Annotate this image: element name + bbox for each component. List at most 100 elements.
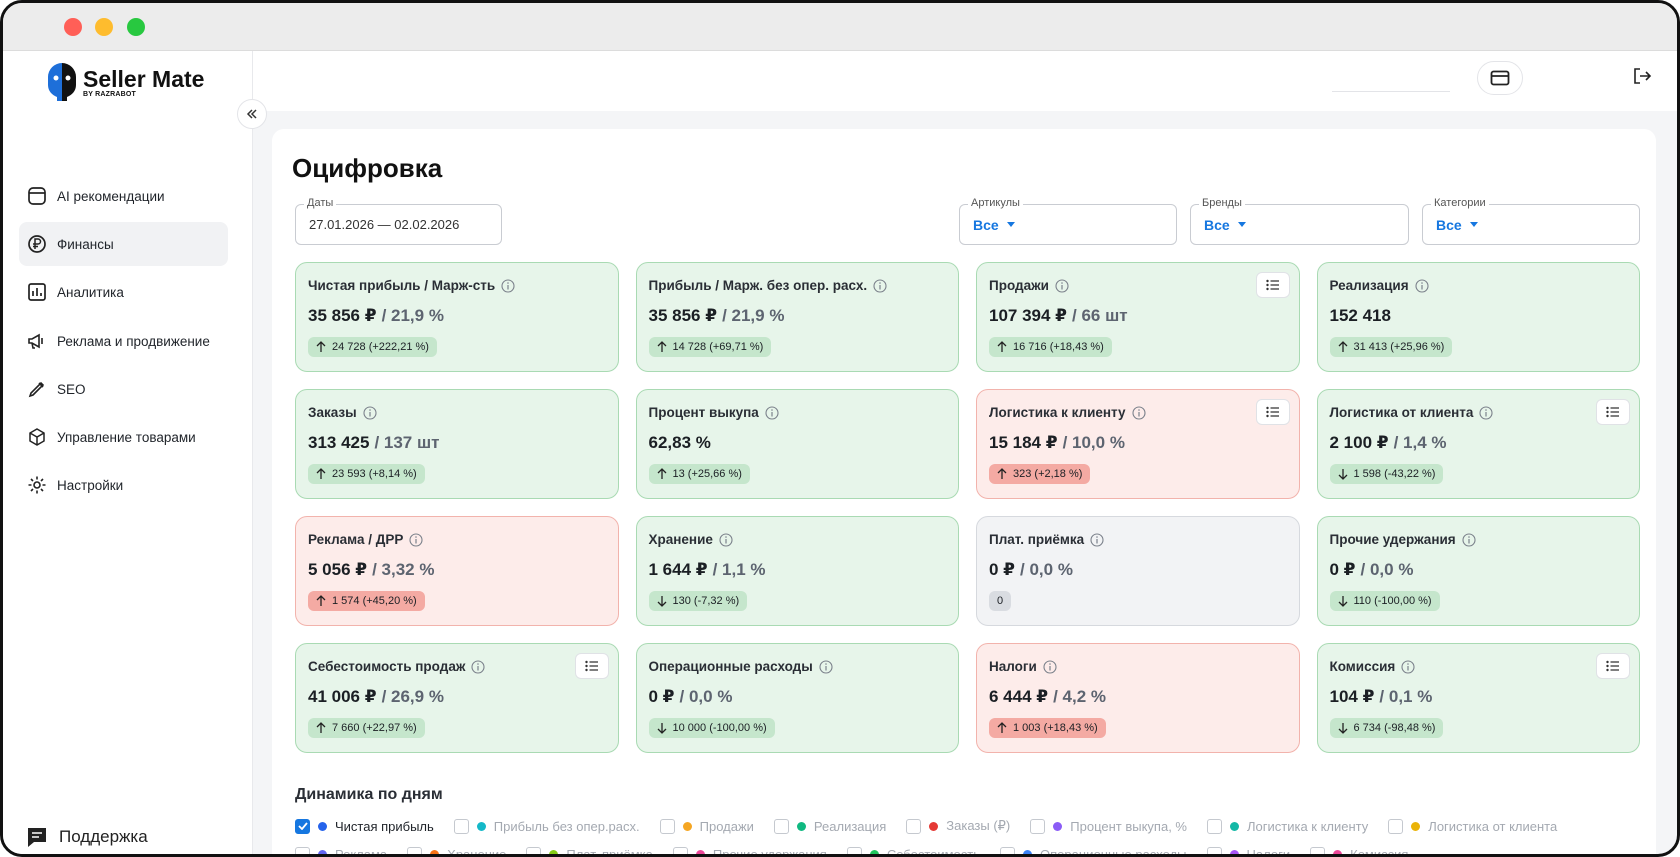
list-icon [1606,660,1619,672]
series-toggle[interactable]: Плат. приёмка [526,844,653,857]
checkbox[interactable] [295,846,310,854]
icon-shape [316,468,326,479]
trend-up-icon [657,341,666,352]
series-toggle[interactable]: Логистика от клиента [1388,816,1557,836]
logo[interactable]: Seller Mate BY RAZRABOT [45,61,204,103]
card-delta: 0 [989,591,1012,611]
info-icon [1479,405,1493,420]
series-color [430,849,440,854]
nav-item[interactable]: Финансы [19,222,228,266]
checkbox[interactable] [1388,818,1404,834]
card-delta-text: 6 734 (-98,48 %) [1353,722,1436,734]
series-toggle[interactable]: Прочие удержания [672,844,827,854]
trend-down-icon [1338,723,1347,734]
metric-card: Логистика к клиенту 15 184 ₽/ 10,0 % 323 (… [976,389,1300,499]
card-value-main: 35 856 ₽ [648,306,718,325]
details-button[interactable] [1255,272,1290,298]
nav-item[interactable]: SEO [19,367,228,411]
series-toggle[interactable]: Налоги [1206,844,1290,854]
checkbox[interactable] [526,846,542,854]
icon-shape [657,723,666,734]
checkbox[interactable] [672,846,688,854]
icon-shape [1606,414,1609,418]
nav-item[interactable]: AI рекомендации [19,174,228,218]
close-button[interactable] [64,18,82,36]
icon-shape [1610,661,1619,671]
series-toggle[interactable]: Прибыль без опер.расх. [453,816,640,836]
trend-up-icon [1338,341,1347,352]
icon-shape [1237,222,1246,227]
details-button[interactable] [574,653,609,679]
series-name: Плат. приёмка [566,846,653,857]
icon-shape [1049,662,1051,665]
checkbox[interactable] [1030,818,1046,834]
series-toggle[interactable]: Реализация [773,816,886,836]
icon-shape [1606,660,1609,664]
card-title: Комиссия [1330,659,1416,674]
series-color [1229,849,1239,854]
card-value-main: 0 ₽ [989,560,1016,579]
filter-field[interactable]: Артикулы Все [959,197,1177,245]
series-name: Себестоимость [886,846,981,857]
trend-up-icon [997,341,1007,352]
support-link[interactable]: Поддержка [25,825,148,849]
checkbox[interactable] [295,818,310,834]
list-icon [1265,279,1279,291]
minimize-button[interactable] [95,18,113,36]
card-icon [1490,70,1510,86]
series-toggle[interactable]: Продажи [659,816,754,836]
collapse-sidebar-button[interactable] [237,99,267,129]
checkbox[interactable] [659,818,675,834]
checkbox[interactable] [1206,818,1222,834]
series-toggle[interactable]: Себестоимость [846,844,981,857]
card-value: 5 056 ₽/ 3,32 % [308,560,434,580]
card-delta-text: 16 716 (+18,43 %) [1013,341,1104,353]
details-button[interactable] [1596,399,1630,425]
series-toggle[interactable]: Комиссия [1310,844,1408,854]
details-button[interactable] [1596,653,1630,679]
checkbox[interactable] [906,818,922,834]
series-toggle[interactable]: Заказы (₽) [906,816,1010,836]
series-toggle[interactable]: Процент выкупа, % [1030,816,1187,836]
icon-shape [997,341,1007,352]
nav-item[interactable]: Управление товарами [19,415,228,459]
checkbox[interactable] [846,846,862,854]
checkbox[interactable] [773,818,789,834]
nav-item[interactable]: Реклама и продвижение [19,319,228,363]
card-value-secondary: / 1,1 % [712,560,766,579]
card-title-text: Налоги [989,659,1037,674]
series-toggle[interactable]: Реклама [295,844,387,854]
series-toggle[interactable]: Операционные расходы [1000,844,1187,854]
series-toggle[interactable]: Логистика к клиенту [1206,816,1368,836]
checkbox[interactable] [407,846,423,854]
icon-shape [28,187,46,205]
checkbox[interactable] [1206,846,1222,854]
zoom-button[interactable] [127,18,145,36]
section-title: Динамика по дням [295,786,443,803]
info-icon [819,659,833,674]
checkbox[interactable] [453,818,469,834]
checkbox[interactable] [1310,846,1326,854]
nav-label: Финансы [57,236,114,252]
nav-item[interactable]: Аналитика [19,270,228,314]
nav-item[interactable]: Настройки [19,463,228,507]
card-title-text: Прибыль / Марж. без опер. расх. [648,278,868,293]
logout-button[interactable] [1632,66,1652,91]
series-toggle[interactable]: Хранение [407,844,506,854]
filter-field[interactable]: Бренды Все [1190,197,1409,245]
dropdown-caret [1006,222,1015,227]
filter-field[interactable]: Даты 27.01.2026 — 02.02.2026 [295,197,502,245]
checkbox[interactable] [1000,846,1016,854]
filter-field[interactable]: Категории Все [1422,197,1640,245]
billing-button[interactable] [1477,61,1523,95]
metric-card: Себестоимость продаж 41 006 ₽/ 26,9 % 7 66… [295,643,619,753]
series-toggle[interactable]: Чистая прибыль [295,816,434,836]
details-button[interactable] [1255,399,1290,425]
icon-shape [725,535,727,538]
series-color [796,821,806,831]
nav-label: Управление товарами [57,429,196,445]
card-delta: 13 (+25,66 %) [648,464,750,484]
card-title-text: Операционные расходы [648,659,813,674]
series-color [1229,821,1239,831]
filter-label: Бренды [1199,197,1245,209]
